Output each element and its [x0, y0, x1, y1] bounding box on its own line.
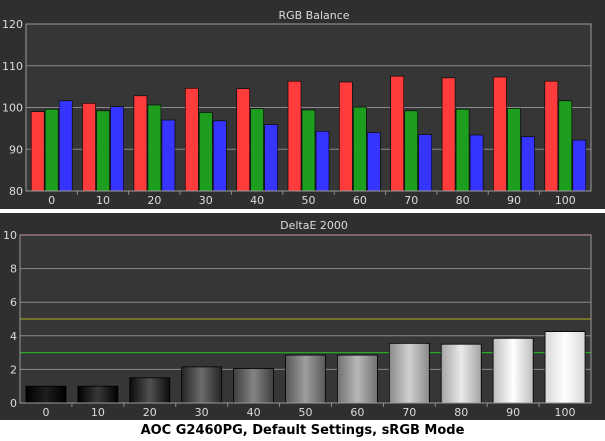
deltae-y-tick-label: 4	[10, 330, 17, 343]
rgb-bar-blue	[264, 124, 278, 192]
rgb-x-tick-label: 90	[507, 194, 521, 207]
rgb-bar-blue	[418, 134, 433, 192]
rgb-x-tick-label: 0	[48, 194, 55, 207]
rgb-bar-blue	[572, 139, 587, 192]
rgb-x-tick-label: 20	[147, 194, 161, 207]
rgb-balance-panel: RGB Balance 80 90 100 110 120 0 10 20 30 40 50 60 70…	[0, 0, 605, 209]
deltae-bar	[544, 331, 586, 404]
rgb-bar-green	[147, 104, 162, 192]
deltae-bar	[285, 354, 326, 404]
rgb-x-tick-label: 80	[456, 194, 470, 207]
deltae-bar	[25, 385, 67, 404]
rgb-y-tick-label: 80	[9, 185, 23, 198]
rgb-bar-green	[353, 106, 367, 192]
deltae-plot-area	[19, 234, 592, 407]
deltae-bar	[77, 385, 119, 404]
rgb-bar-green	[44, 108, 59, 192]
rgb-bar-green	[96, 110, 110, 192]
deltae-x-tick-label: 100	[555, 406, 576, 419]
rgb-bar-green	[558, 100, 573, 192]
deltae-bar	[129, 377, 171, 404]
deltae-x-tick-label: 20	[143, 406, 157, 419]
deltae-x-tick-label: 40	[247, 406, 261, 419]
rgb-bar-blue	[161, 119, 176, 192]
rgb-x-tick-label: 100	[555, 194, 576, 207]
rgb-bar-green	[507, 108, 521, 192]
rgb-bar-blue	[212, 120, 227, 192]
rgb-plot-border	[25, 23, 592, 192]
deltae-bar	[388, 342, 430, 404]
deltae-x-tick-label: 60	[350, 406, 364, 419]
deltae-y-tick-label: 2	[10, 363, 17, 376]
deltae-panel: DeltaE 2000 0 2 4 6 8 10 0 10 20 30 40 50 60 70 80 90 10…	[0, 213, 605, 420]
rgb-x-tick-label: 60	[353, 194, 367, 207]
rgb-y-tick-label: 110	[2, 60, 23, 73]
deltae-y-tick-label: 10	[3, 229, 17, 242]
rgb-bar-red	[287, 80, 302, 192]
rgb-bar-blue	[469, 134, 484, 192]
rgb-bar-red	[544, 80, 559, 192]
rgb-bar-red	[30, 111, 45, 192]
rgb-y-tick-label: 90	[9, 143, 23, 156]
rgb-y-tick-label: 100	[2, 102, 23, 115]
deltae-x-tick-label: 30	[195, 406, 209, 419]
deltae-x-tick-label: 90	[506, 406, 520, 419]
rgb-bar-blue	[110, 106, 124, 192]
deltae-y-tick-label: 8	[10, 263, 17, 276]
rgb-bar-red	[441, 77, 456, 192]
rgb-bar-green	[301, 109, 316, 192]
rgb-x-tick-label: 40	[250, 194, 264, 207]
rgb-y-tick-label: 120	[2, 18, 23, 31]
rgb-x-tick-label: 10	[96, 194, 110, 207]
rgb-bar-green	[198, 112, 213, 192]
deltae-x-tick-label: 50	[299, 406, 313, 419]
deltae-bar	[440, 343, 482, 404]
rgb-bar-red	[82, 103, 96, 192]
deltae-plot-border	[19, 234, 592, 404]
rgb-bar-green	[250, 108, 264, 192]
rgb-bar-blue	[315, 130, 330, 192]
rgb-bar-red	[184, 87, 199, 192]
deltae-y-tick-label: 6	[10, 296, 17, 309]
figure-caption: AOC G2460PG, Default Settings, sRGB Mode	[140, 423, 465, 438]
deltae-title: DeltaE 2000	[280, 219, 348, 232]
rgb-bar-blue	[367, 132, 381, 192]
rgb-x-tick-label: 50	[302, 194, 316, 207]
rgb-bar-green	[404, 110, 419, 192]
deltae-x-tick-label: 0	[42, 406, 49, 419]
deltae-bar	[181, 366, 223, 404]
rgb-bar-green	[455, 108, 470, 192]
deltae-x-tick-label: 70	[402, 406, 416, 419]
deltae-bar	[337, 354, 378, 404]
rgb-bar-red	[236, 88, 250, 192]
deltae-x-tick-label: 10	[91, 406, 105, 419]
rgb-plot-area	[25, 23, 592, 195]
deltae-bar	[492, 337, 534, 404]
rgb-bar-red	[493, 76, 507, 192]
rgb-balance-chart: RGB Balance 80 90 100 110 120 0 10 20 30 40 50 60 70…	[2, 9, 592, 207]
rgb-bar-red	[390, 75, 405, 192]
rgb-x-tick-label: 30	[199, 194, 213, 207]
deltae-bar	[233, 368, 274, 404]
deltae-y-tick-label: 0	[10, 397, 17, 410]
deltae-x-tick-label: 80	[454, 406, 468, 419]
rgb-bar-blue	[58, 100, 73, 192]
rgb-bar-blue	[521, 136, 535, 192]
rgb-bar-red	[339, 81, 353, 192]
rgb-bar-red	[133, 95, 148, 192]
rgb-balance-title: RGB Balance	[278, 9, 349, 22]
rgb-x-tick-label: 70	[404, 194, 418, 207]
